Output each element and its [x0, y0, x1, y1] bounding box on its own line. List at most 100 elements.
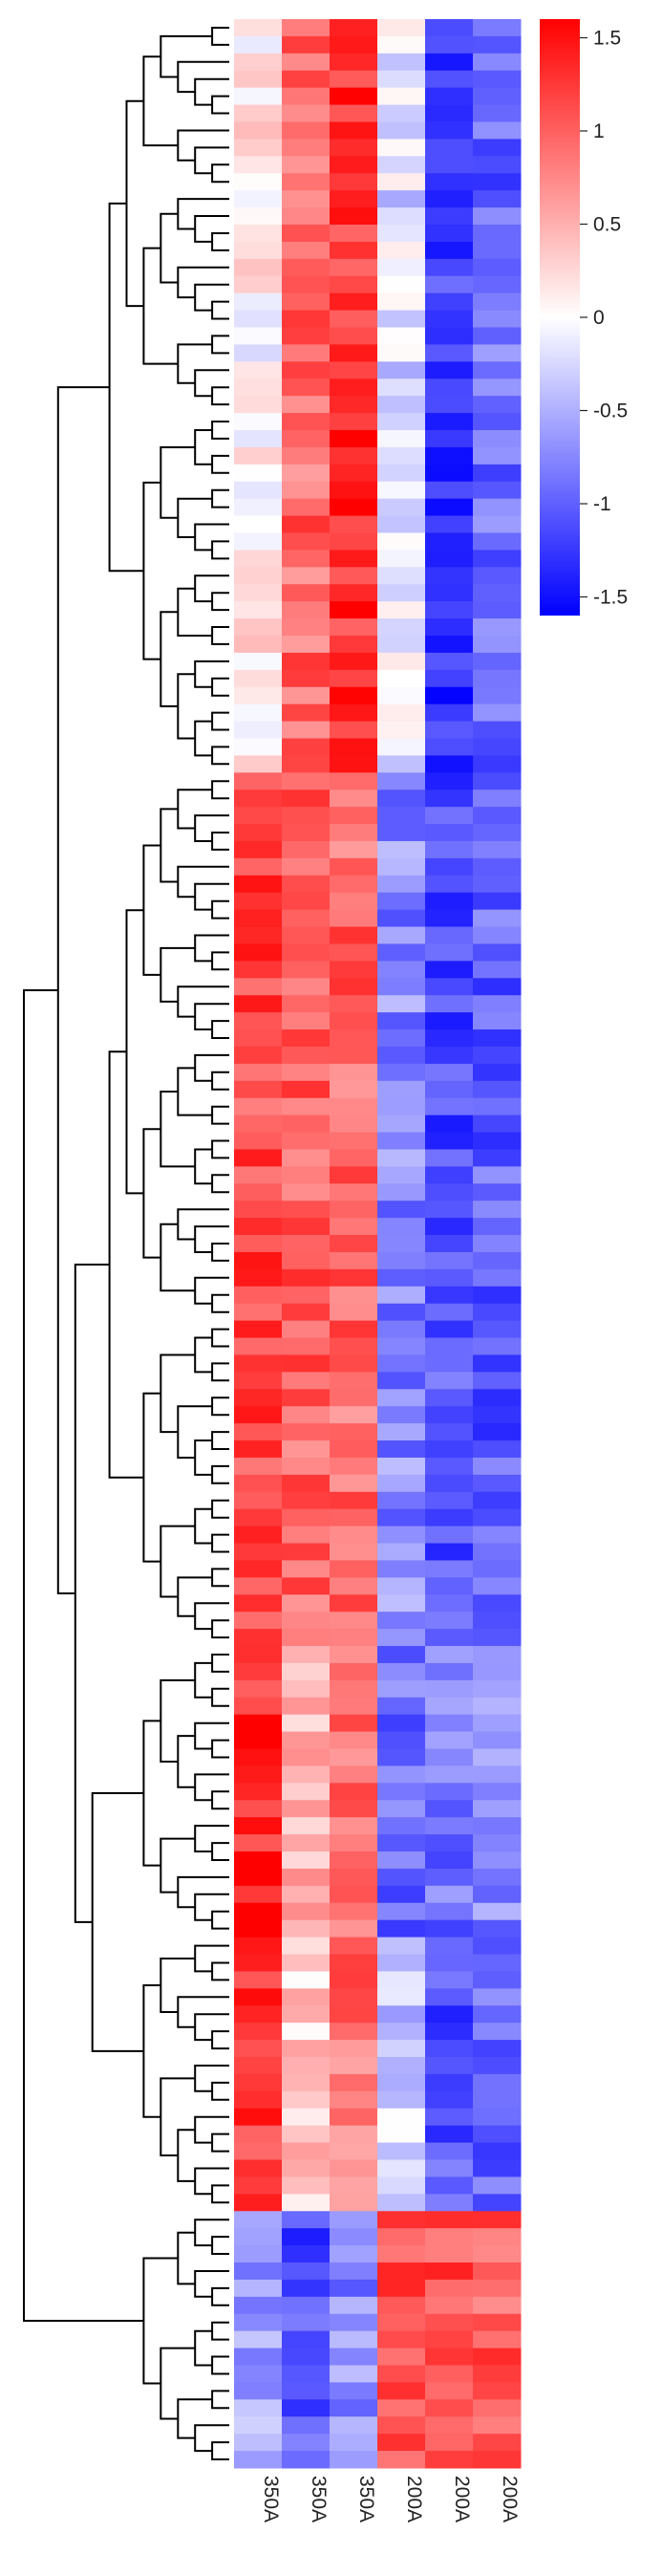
- heatmap-cell: [282, 1748, 331, 1766]
- heatmap-cell: [473, 652, 522, 671]
- heatmap-cell: [330, 2125, 378, 2144]
- heatmap-cell: [425, 1201, 474, 1219]
- heatmap-cell: [330, 258, 378, 277]
- heatmap-cell: [473, 978, 522, 996]
- heatmap-cell: [330, 635, 378, 654]
- heatmap-cell: [330, 840, 378, 859]
- heatmap-cell: [377, 1662, 426, 1681]
- heatmap-cell: [330, 173, 378, 191]
- column-label: 200A: [451, 2476, 473, 2522]
- heatmap-cell: [234, 1063, 283, 1082]
- heatmap-cell: [234, 2382, 283, 2400]
- heatmap-cell: [330, 790, 378, 808]
- heatmap-cell: [377, 1097, 426, 1116]
- column-label: 200A: [403, 2476, 425, 2522]
- heatmap-cell: [330, 601, 378, 619]
- heatmap-cell: [377, 584, 426, 602]
- heatmap-cell: [425, 1594, 474, 1613]
- heatmap-cell: [425, 1834, 474, 1852]
- heatmap-cell: [473, 1885, 522, 1904]
- heatmap-cell: [473, 1679, 522, 1699]
- heatmap-cell: [330, 1372, 378, 1390]
- heatmap-cell: [282, 995, 331, 1013]
- heatmap-cell: [282, 207, 331, 226]
- heatmap-cell: [282, 1474, 331, 1493]
- heatmap-cell: [473, 909, 522, 928]
- heatmap-cell: [282, 464, 331, 483]
- heatmap-cell: [473, 1251, 522, 1270]
- heatmap-cell: [282, 224, 331, 243]
- heatmap-cell: [425, 429, 474, 448]
- legend-tick-label: 1.5: [593, 28, 621, 50]
- heatmap-cell: [234, 2416, 283, 2435]
- heatmap-cell: [377, 70, 426, 89]
- heatmap-cell: [330, 1132, 378, 1150]
- heatmap-cell: [425, 601, 474, 619]
- heatmap-cell: [282, 2159, 331, 2177]
- heatmap-cell: [234, 2090, 283, 2110]
- heatmap-cell: [473, 567, 522, 585]
- heatmap-cell: [282, 1697, 331, 1716]
- heatmap-cell: [377, 2228, 426, 2246]
- heatmap-cell: [330, 379, 378, 397]
- heatmap-cell: [425, 19, 474, 37]
- heatmap-cell: [234, 2434, 283, 2452]
- heatmap-cell: [330, 429, 378, 448]
- heatmap-cell: [282, 429, 331, 448]
- heatmap-cell: [473, 515, 522, 533]
- heatmap-cell: [377, 824, 426, 842]
- heatmap-cell: [425, 1868, 474, 1887]
- heatmap-cell: [234, 1526, 283, 1545]
- heatmap-cell: [473, 344, 522, 362]
- heatmap-cell: [377, 224, 426, 243]
- heatmap-cell: [330, 241, 378, 260]
- heatmap-cell: [473, 156, 522, 174]
- heatmap-cell: [282, 755, 331, 773]
- heatmap-cell: [330, 224, 378, 243]
- legend-tick-label: 0: [593, 307, 605, 329]
- heatmap-cell: [473, 2159, 522, 2177]
- heatmap-cell: [330, 1800, 378, 1818]
- heatmap-cell: [234, 652, 283, 671]
- heatmap-cell: [425, 361, 474, 379]
- heatmap-cell: [330, 327, 378, 345]
- heatmap-cell: [377, 1423, 426, 1441]
- heatmap-cell: [377, 1646, 426, 1664]
- heatmap-cell: [330, 2313, 378, 2332]
- heatmap-cell: [234, 498, 283, 517]
- heatmap-cell: [234, 413, 283, 431]
- heatmap-cell: [282, 515, 331, 533]
- heatmap-cell: [377, 35, 426, 54]
- heatmap-cell: [377, 1543, 426, 1561]
- heatmap-cell: [425, 2382, 474, 2400]
- heatmap-cell: [425, 87, 474, 106]
- heatmap-cell: [234, 481, 283, 500]
- heatmap-cell: [377, 2330, 426, 2349]
- heatmap-cell: [330, 1560, 378, 1578]
- heatmap-cell: [282, 601, 331, 619]
- heatmap-cell: [234, 515, 283, 533]
- heatmap-cell: [425, 1406, 474, 1424]
- heatmap-cell: [425, 926, 474, 944]
- heatmap-cell: [377, 1080, 426, 1099]
- heatmap-cell: [377, 669, 426, 688]
- heatmap-cell: [377, 2057, 426, 2075]
- heatmap-cell: [377, 2159, 426, 2177]
- heatmap-cell: [377, 550, 426, 568]
- heatmap-cell: [282, 790, 331, 808]
- heatmap-cell: [473, 2040, 522, 2058]
- heatmap-cell: [282, 1354, 331, 1373]
- heatmap-cell: [234, 1303, 283, 1322]
- heatmap-cell: [473, 1440, 522, 1459]
- heatmap-cell: [234, 1902, 283, 1921]
- heatmap-cell: [425, 1731, 474, 1750]
- heatmap-cell: [330, 2228, 378, 2246]
- column-labels: 350A 350A 350A 200A 200A 200A: [260, 2476, 521, 2522]
- heatmap-cell: [473, 413, 522, 431]
- heatmap-cell: [234, 1235, 283, 1253]
- heatmap-cell: [377, 515, 426, 533]
- heatmap-cell: [425, 207, 474, 226]
- heatmap-cell: [282, 652, 331, 671]
- heatmap-cell: [473, 1063, 522, 1082]
- heatmap-cell: [282, 567, 331, 585]
